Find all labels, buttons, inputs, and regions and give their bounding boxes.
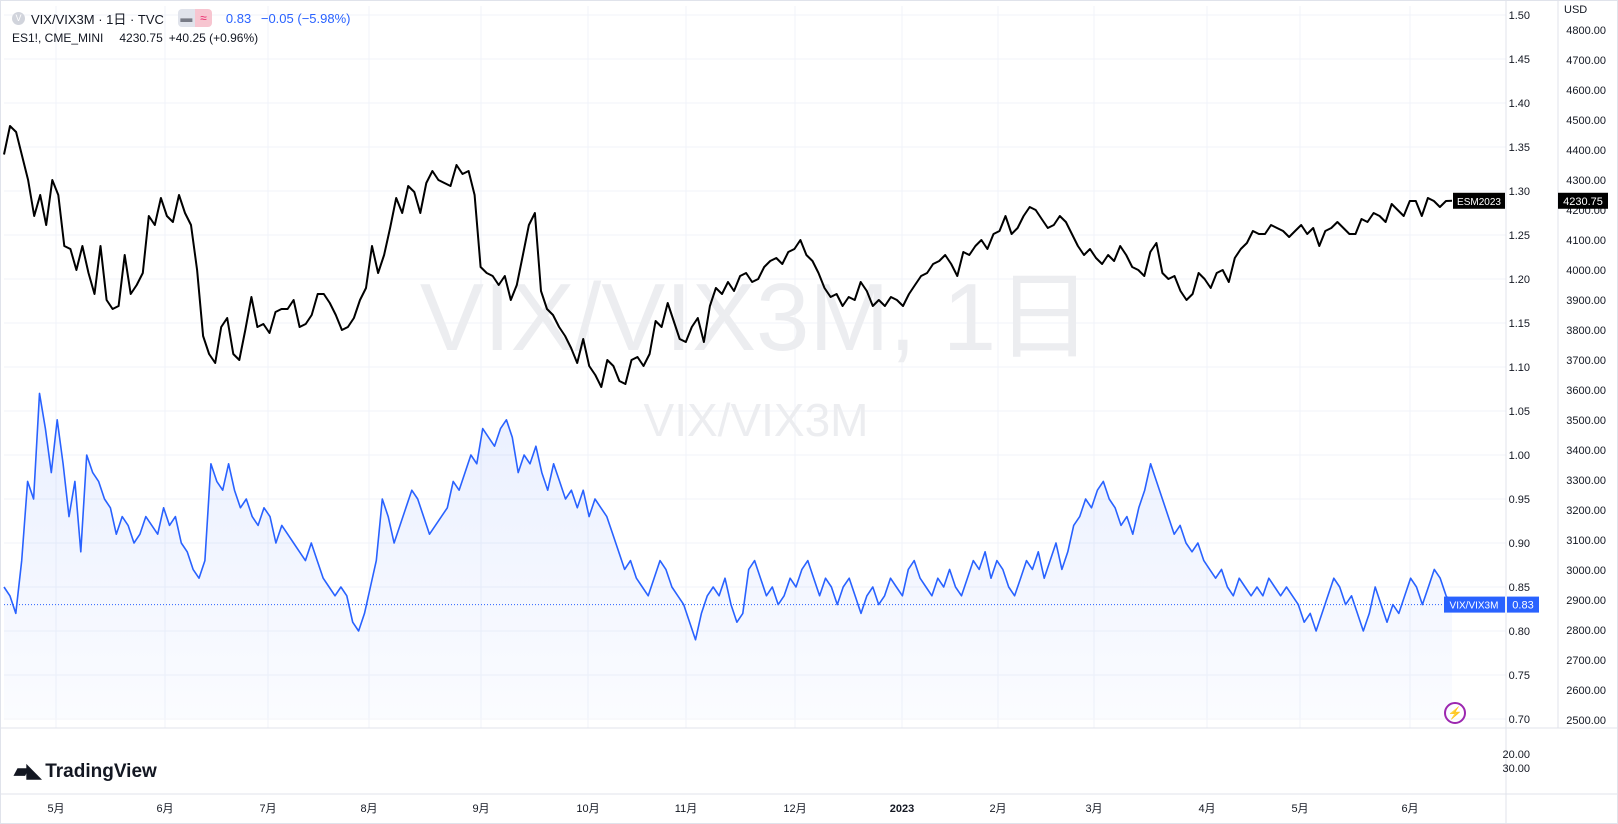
brand-text: TradingView bbox=[45, 760, 157, 782]
tradingview-logo[interactable]: ▰◣ TradingView bbox=[14, 760, 157, 783]
last-value: 0.83 bbox=[225, 10, 252, 26]
ratio-tick-label: 0.85 bbox=[1509, 582, 1530, 594]
vix-name-text: VIX/VIX3M bbox=[1450, 601, 1499, 612]
esm2023-name-tag bbox=[1453, 192, 1505, 209]
ratio-tick-label: 0.75 bbox=[1509, 670, 1530, 682]
ratio-tick-label: 0.80 bbox=[1509, 626, 1530, 638]
es-tick-label: 4400.00 bbox=[1566, 145, 1606, 157]
esm2023-name-text: ESM2023 bbox=[1457, 197, 1501, 208]
symbol-title[interactable]: VIX/VIX3M · 1日 · TVC bbox=[31, 11, 164, 27]
chart-legend: V VIX/VIX3M · 1日 · TVC ▬ ≈ 0.83 −0.05 (−… bbox=[12, 8, 356, 48]
ratio-tick-label: 1.15 bbox=[1509, 318, 1530, 330]
es-tick-label: 3000.00 bbox=[1566, 565, 1606, 577]
time-axis-label: 11月 bbox=[675, 803, 697, 815]
ratio-tick-label: 1.50 bbox=[1509, 10, 1530, 22]
overlay-symbol[interactable]: ES1!, CME_MINI bbox=[12, 31, 104, 45]
es-tick-label: 4800.00 bbox=[1566, 25, 1606, 37]
ratio-tick-label: 1.35 bbox=[1509, 142, 1530, 154]
subpane-tick-label: 30.00 bbox=[1502, 763, 1530, 775]
main-symbol-row[interactable]: V VIX/VIX3M · 1日 · TVC ▬ ≈ 0.83 −0.05 (−… bbox=[12, 8, 356, 28]
time-axis-label: 6月 bbox=[1401, 803, 1418, 815]
es-tick-label: 2700.00 bbox=[1566, 655, 1606, 667]
ratio-tick-label: 1.40 bbox=[1509, 98, 1530, 110]
time-axis-label: 5月 bbox=[47, 803, 64, 815]
vix-ratio-line[interactable] bbox=[3, 392, 1453, 641]
overlay-last: 4230.75 bbox=[119, 31, 163, 45]
watermark-title: VIX/VIX3M, 1日 bbox=[420, 264, 1092, 371]
es-tick-label: 3400.00 bbox=[1566, 445, 1606, 457]
es-tick-label: 2500.00 bbox=[1566, 715, 1606, 727]
time-axis-label: 6月 bbox=[156, 803, 173, 815]
main-values: 0.83 −0.05 (−5.98%) bbox=[226, 11, 357, 26]
time-axis-label: 7月 bbox=[259, 803, 276, 815]
es-tick-label: 4000.00 bbox=[1566, 265, 1606, 277]
es-tick-label: 3200.00 bbox=[1566, 505, 1606, 517]
overlay-symbol-row[interactable]: ES1!, CME_MINI 4230.75 +40.25 (+0.96%) bbox=[12, 28, 356, 48]
subpane-tick-label: 20.00 bbox=[1502, 749, 1530, 761]
ratio-tick-label: 0.95 bbox=[1509, 494, 1530, 506]
es-tick-label: 4700.00 bbox=[1566, 55, 1606, 67]
vix-value-text: 0.83 bbox=[1512, 600, 1533, 612]
time-axis-label: 3月 bbox=[1085, 803, 1102, 815]
es-tick-label: 4600.00 bbox=[1566, 85, 1606, 97]
ratio-tick-label: 1.45 bbox=[1509, 54, 1530, 66]
es-tick-label: 4500.00 bbox=[1566, 115, 1606, 127]
time-axis-label: 4月 bbox=[1198, 803, 1215, 815]
change-value: −0.05 (−5.98%) bbox=[260, 10, 351, 26]
time-axis-label: 2月 bbox=[989, 803, 1006, 815]
es-tick-label: 2800.00 bbox=[1566, 625, 1606, 637]
watermark-subtitle: VIX/VIX3M bbox=[644, 394, 869, 446]
es-tick-label: 4100.00 bbox=[1566, 235, 1606, 247]
ratio-tick-label: 1.05 bbox=[1509, 406, 1530, 418]
overlay-change: +40.25 (+0.96%) bbox=[168, 31, 259, 45]
time-axis-label: 12月 bbox=[783, 803, 806, 815]
status-pill[interactable]: ▬ ≈ bbox=[177, 9, 212, 27]
time-axis-label: 8月 bbox=[360, 803, 377, 815]
time-axis-label: 10月 bbox=[576, 803, 599, 815]
es-tick-label: 2600.00 bbox=[1566, 685, 1606, 697]
es-tick-label: 3800.00 bbox=[1566, 325, 1606, 337]
vix-name-tag bbox=[1444, 596, 1505, 613]
tv-logo-icon: ▰◣ bbox=[14, 761, 41, 782]
es-tick-label: 3500.00 bbox=[1566, 415, 1606, 427]
time-axis-label: 2023 bbox=[890, 803, 914, 815]
vix-ratio-area bbox=[4, 393, 1452, 718]
ratio-tick-label: 0.70 bbox=[1509, 714, 1530, 726]
es-tick-label: 3300.00 bbox=[1566, 475, 1606, 487]
symbol-logo-icon: V bbox=[12, 11, 25, 25]
esm2023-line[interactable] bbox=[3, 125, 1453, 388]
minus-icon: ▬ bbox=[177, 9, 195, 27]
ratio-tick-label: 0.90 bbox=[1509, 538, 1530, 550]
esm2023-value-tag bbox=[1558, 192, 1608, 209]
time-axis-label: 5月 bbox=[1291, 803, 1308, 815]
lightning-icon[interactable]: ⚡ bbox=[1444, 702, 1466, 724]
ratio-tick-label: 1.25 bbox=[1509, 230, 1530, 242]
es-tick-label: 2900.00 bbox=[1566, 595, 1606, 607]
ratio-tick-label: 1.00 bbox=[1509, 450, 1530, 462]
ratio-tick-label: 1.30 bbox=[1509, 186, 1530, 198]
time-axis-label: 9月 bbox=[472, 803, 489, 815]
es-tick-label: 3700.00 bbox=[1566, 355, 1606, 367]
ratio-tick-label: 1.10 bbox=[1509, 362, 1530, 374]
currency-label[interactable]: USD bbox=[1564, 4, 1588, 16]
es-tick-label: 3100.00 bbox=[1566, 535, 1606, 547]
ratio-tick-label: 1.20 bbox=[1509, 274, 1530, 286]
es-tick-label: 3900.00 bbox=[1566, 295, 1606, 307]
es-tick-label: 4300.00 bbox=[1566, 175, 1606, 187]
es-tick-label: 3600.00 bbox=[1566, 385, 1606, 397]
vix-value-tag bbox=[1507, 596, 1539, 613]
approx-icon: ≈ bbox=[194, 9, 212, 27]
esm2023-value-text: 4230.75 bbox=[1563, 196, 1603, 208]
